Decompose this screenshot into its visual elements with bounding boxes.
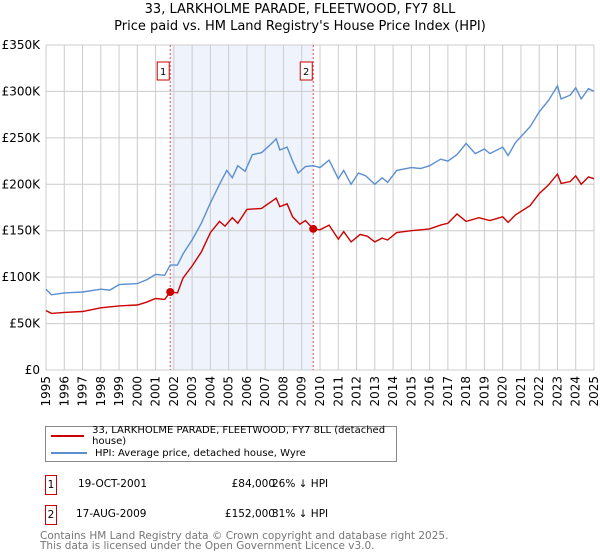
sale-label-box <box>299 61 313 81</box>
y-tick-label: £300K <box>2 84 42 98</box>
price-chart: £0 £50K £100K £150K £200K £250K £300K £350K 1995… <box>2 38 600 407</box>
transaction-date: 19-OCT-2001 <box>78 478 147 490</box>
sale-label: 1 <box>160 67 166 78</box>
chart-subtitle: Price paid vs. HM Land Registry's House … <box>114 19 486 34</box>
x-tick-label: 2016 <box>423 376 437 407</box>
legend-item-property: 33, LARKHOLME PARADE, FLEETWOOD, FY7 8LL… <box>46 425 396 447</box>
x-tick-label: 2006 <box>240 376 254 407</box>
x-tick-label: 2024 <box>569 376 583 407</box>
x-tick-label: 2012 <box>350 376 364 407</box>
sale-label: 2 <box>303 67 309 78</box>
legend-label: 33, LARKHOLME PARADE, FLEETWOOD, FY7 8LL… <box>92 425 386 447</box>
transaction-row: 1 19-OCT-2001 £84,000 26% ↓ HPI <box>45 475 445 495</box>
x-tick-label: 2025 <box>587 376 600 407</box>
x-tick-label: 1998 <box>94 376 108 407</box>
y-tick-label: £250K <box>2 131 42 145</box>
footer-copyright: Contains HM Land Registry data © Crown c… <box>40 530 449 542</box>
legend-item-hpi: HPI: Average price, detached house, Wyre <box>46 445 306 461</box>
y-tick-label: £100K <box>2 270 42 284</box>
x-tick-label: 2014 <box>386 376 400 407</box>
x-tick-label: 2013 <box>368 376 382 407</box>
sale-point <box>166 288 175 296</box>
transaction-row: 2 17-AUG-2009 £152,000 31% ↓ HPI <box>45 505 445 525</box>
legend-swatch-property <box>51 435 85 437</box>
x-tick-label: 2015 <box>404 376 418 407</box>
legend-swatch-hpi <box>51 452 87 454</box>
x-tick-label: 2003 <box>185 376 199 407</box>
x-tick-label: 2008 <box>276 376 290 407</box>
transaction-price: £152,000 <box>224 508 275 520</box>
x-tick-label: 2020 <box>496 376 510 407</box>
transaction-marker-box: 1 <box>45 475 57 495</box>
sale-point <box>309 224 318 233</box>
x-tick-label: 2023 <box>550 376 564 407</box>
legend-label: HPI: Average price, detached house, Wyre <box>95 447 306 459</box>
x-tick-label: 2010 <box>313 376 327 407</box>
transaction-delta: 26% ↓ HPI <box>272 478 329 490</box>
x-tick-label: 2000 <box>130 376 144 407</box>
x-tick-label: 2009 <box>295 376 309 407</box>
x-tick-label: 1996 <box>57 376 71 407</box>
transaction-delta: 31% ↓ HPI <box>272 508 329 520</box>
x-tick-label: 1995 <box>39 376 53 407</box>
transaction-price: £84,000 <box>231 478 275 490</box>
y-tick-label: £0 <box>25 363 40 377</box>
x-tick-label: 1999 <box>112 376 126 407</box>
x-tick-label: 2007 <box>258 376 272 407</box>
legend: 33, LARKHOLME PARADE, FLEETWOOD, FY7 8LL… <box>45 425 397 462</box>
y-tick-label: £350K <box>2 38 42 52</box>
chart-title: 33, LARKHOLME PARADE, FLEETWOOD, FY7 8LL <box>144 2 456 17</box>
transaction-date: 17-AUG-2009 <box>76 508 147 520</box>
x-tick-label: 2011 <box>331 376 345 407</box>
y-tick-label: £150K <box>2 224 42 238</box>
x-tick-label: 2001 <box>149 376 163 407</box>
footer: Contains HM Land Registry data © Crown c… <box>40 530 449 552</box>
hpi-series-line <box>45 84 595 296</box>
x-tick-label: 2017 <box>441 376 455 407</box>
sale-label-box <box>156 61 170 81</box>
x-tick-label: 2019 <box>477 376 491 407</box>
transaction-marker-box: 2 <box>45 505 57 525</box>
x-tick-label: 2002 <box>167 376 181 407</box>
x-tick-label: 2021 <box>514 376 528 407</box>
x-tick-label: 2005 <box>222 376 236 407</box>
y-tick-label: £50K <box>9 317 41 331</box>
x-tick-label: 2018 <box>459 376 473 407</box>
x-tick-label: 2022 <box>532 376 546 407</box>
y-tick-label: £200K <box>2 177 42 191</box>
x-tick-label: 2004 <box>203 376 217 407</box>
x-tick-label: 1997 <box>76 376 90 407</box>
footer-licence: This data is licensed under the Open Gov… <box>40 540 375 552</box>
